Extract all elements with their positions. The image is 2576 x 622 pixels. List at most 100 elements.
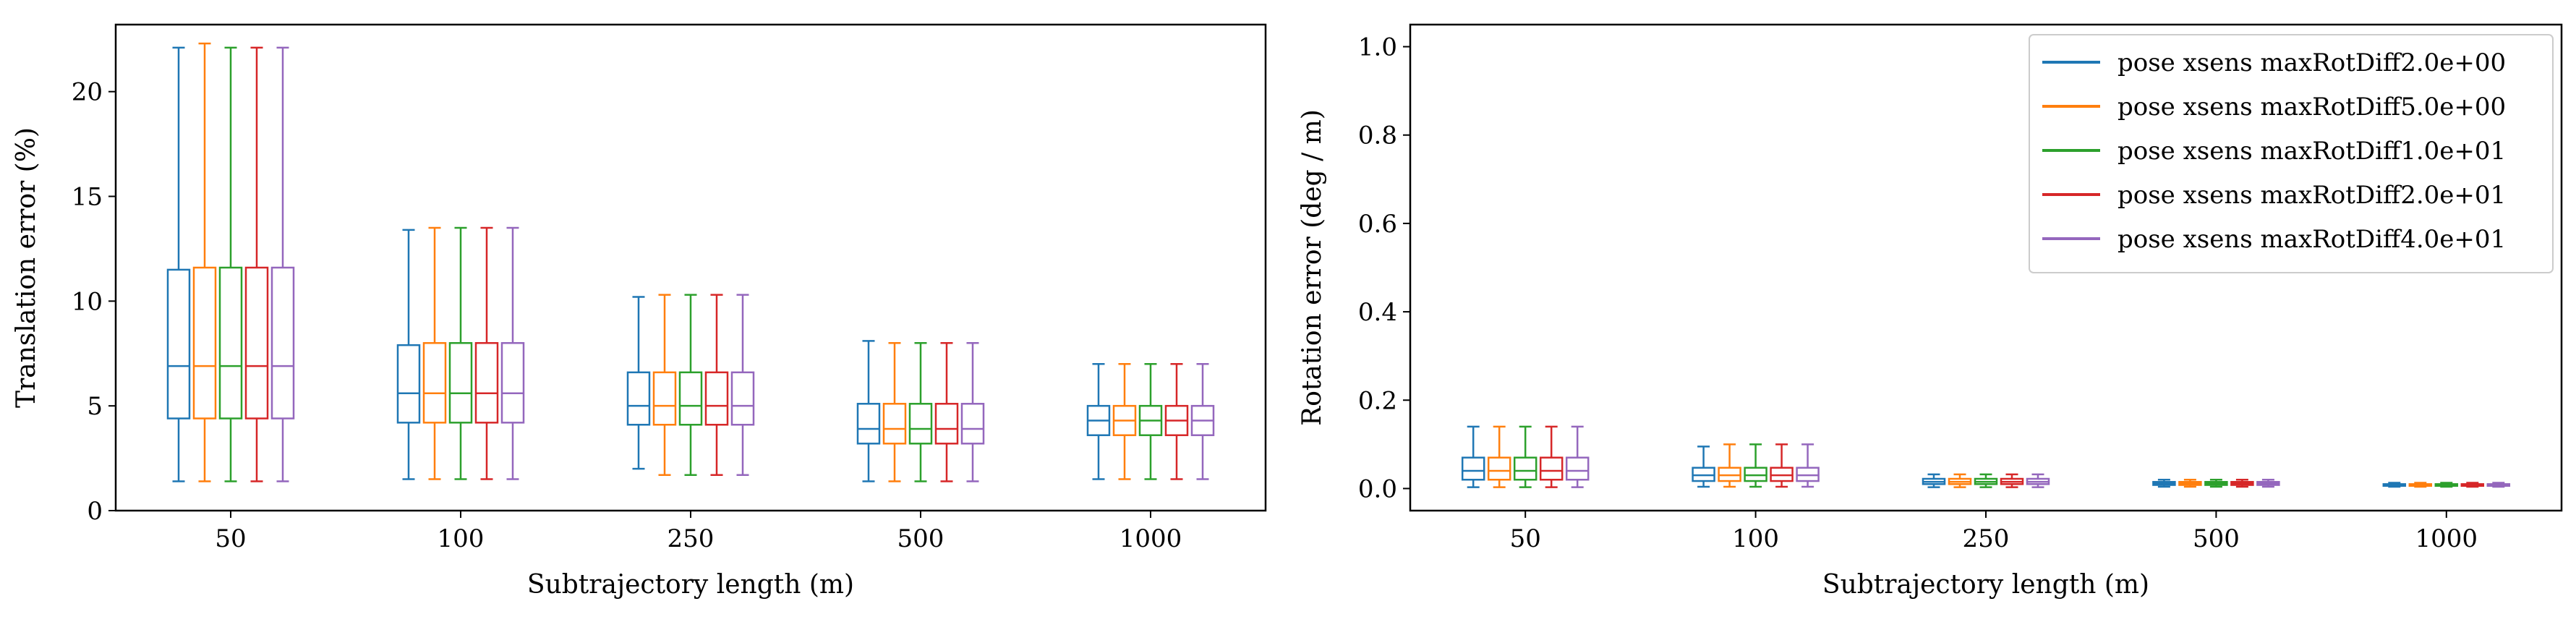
box-plot-item [626, 296, 651, 470]
box-plot-item [908, 342, 933, 482]
legend-label: pose xsens maxRotDiff5.0e+00 [2117, 93, 2506, 122]
interquartile-box [730, 371, 755, 426]
x-tick-label: 1000 [1119, 524, 1182, 553]
box-plot-item [678, 294, 703, 477]
interquartile-box [704, 371, 729, 426]
box-plot-item [1796, 443, 1820, 488]
box-plot-item [2382, 482, 2407, 488]
box-plot-item [192, 42, 217, 482]
y-tick-label: 0.6 [1358, 210, 1397, 239]
box-plot-item [2230, 478, 2254, 488]
interquartile-box [1487, 456, 1511, 481]
box-plot-item [2000, 473, 2024, 488]
box-plot-item [2408, 482, 2433, 488]
legend-frame [2029, 34, 2554, 273]
box-plot-item [218, 46, 243, 482]
interquartile-box [652, 371, 677, 426]
y-tick-label: 0.2 [1358, 386, 1397, 415]
box-plot-item [652, 294, 677, 477]
x-axis-label: Subtrajectory length (m) [527, 570, 854, 600]
y-tick-label: 15 [72, 183, 103, 212]
box-plot-item [730, 294, 755, 477]
interquartile-box [908, 403, 933, 445]
box-plot-item [2178, 478, 2202, 488]
legend-label: pose xsens maxRotDiff2.0e+01 [2117, 181, 2506, 210]
interquartile-box [934, 403, 959, 445]
y-tick-label: 1.0 [1358, 33, 1397, 62]
x-tick-label: 100 [1732, 524, 1779, 553]
legend-label: pose xsens maxRotDiff2.0e+00 [2117, 48, 2506, 77]
y-tick-label: 0 [87, 497, 103, 526]
interquartile-box [244, 266, 269, 419]
box-plot-item [1974, 473, 1998, 488]
box-plot-item [1112, 362, 1137, 480]
box-plot-item [500, 226, 525, 480]
interquartile-box [626, 371, 651, 426]
interquartile-box [218, 266, 243, 419]
box-plot-item [2026, 473, 2050, 488]
x-axis-label: Subtrajectory length (m) [1822, 570, 2149, 600]
box-plot-item [422, 226, 447, 480]
y-tick-label: 10 [72, 287, 103, 316]
interquartile-box [882, 403, 907, 445]
x-tick-label: 500 [2193, 524, 2240, 553]
box-plot-item [882, 342, 907, 482]
box-plot-item [1461, 425, 1485, 488]
box-plot-item [2434, 482, 2459, 488]
box-plot-item [2204, 478, 2228, 488]
box-plot-item [1190, 362, 1215, 480]
legend: pose xsens maxRotDiff2.0e+00 pose xsens m… [2029, 34, 2554, 273]
box-plot-item [856, 340, 881, 482]
interquartile-box [1539, 456, 1564, 481]
box-plot-item [934, 342, 959, 482]
y-axis-label: Rotation error (deg / m) [1297, 109, 1327, 426]
y-tick-label: 0.0 [1358, 474, 1397, 503]
box-plot-item [244, 46, 269, 482]
y-tick-label: 0.8 [1358, 122, 1397, 150]
interquartile-box [1461, 456, 1485, 481]
x-tick-label: 50 [1510, 524, 1541, 553]
interquartile-box [678, 371, 703, 426]
box-plot-item [1922, 473, 1946, 488]
box-plot-item [960, 342, 985, 482]
interquartile-box [500, 342, 525, 424]
box-plot-item [396, 229, 421, 480]
legend-label: pose xsens maxRotDiff4.0e+01 [2117, 225, 2506, 254]
x-tick-label: 1000 [2415, 524, 2478, 553]
interquartile-box [856, 403, 881, 445]
box-plot-item [2486, 482, 2511, 488]
box-plot-item [1948, 473, 1972, 488]
x-tick-label: 250 [1963, 524, 2010, 553]
box-plot-item [1138, 362, 1163, 480]
translation-error-panel: 0 5 10 15 20 50 100 250 500 1000 Subtrajectory len… [12, 23, 1267, 600]
x-tick-label: 100 [438, 524, 485, 553]
x-tick-label: 50 [215, 524, 246, 553]
legend-label: pose xsens maxRotDiff1.0e+01 [2117, 137, 2506, 166]
box-plot-item [2256, 478, 2280, 488]
box-plot-item [1164, 362, 1189, 480]
x-tick-label: 250 [668, 524, 715, 553]
box-plot-item [270, 46, 295, 482]
box-plot-item [1513, 425, 1538, 488]
box-plot-item [1086, 362, 1111, 480]
interquartile-box [192, 266, 217, 419]
box-plot-item [2460, 482, 2485, 488]
y-tick-label: 20 [72, 78, 103, 107]
interquartile-box [396, 344, 421, 424]
box-plot-item [1539, 425, 1564, 488]
box-plot-item [474, 226, 499, 480]
box-plot-item [1487, 425, 1511, 488]
box-plot-item [448, 226, 473, 480]
box-plot-item [704, 294, 729, 477]
x-tick-label: 500 [897, 524, 944, 553]
interquartile-box [474, 342, 499, 424]
interquartile-box [166, 268, 191, 419]
box-plot-item [1744, 443, 1767, 488]
box-plot-item [2152, 478, 2176, 488]
interquartile-box [1565, 456, 1590, 481]
y-tick-label: 5 [87, 392, 103, 421]
box-plot-item [1692, 446, 1715, 488]
y-tick-label: 0.4 [1358, 298, 1397, 327]
y-axis-label: Translation error (%) [12, 127, 41, 408]
